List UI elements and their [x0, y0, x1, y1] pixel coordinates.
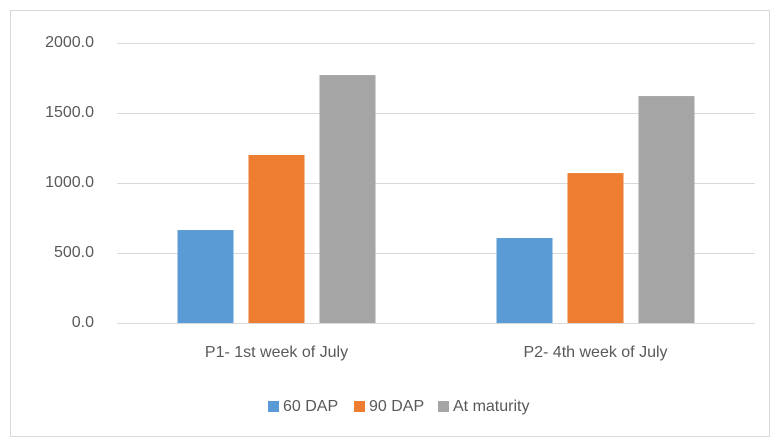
legend-label: 60 DAP — [283, 398, 338, 415]
bar — [496, 238, 553, 323]
legend-swatch — [268, 401, 279, 412]
y-tick-label: 0.0 — [72, 314, 94, 331]
legend-swatch — [354, 401, 365, 412]
bar — [638, 96, 695, 323]
legend-label: At maturity — [453, 398, 529, 415]
y-tick-label: 1000.0 — [45, 174, 94, 191]
y-tick-label: 2000.0 — [45, 34, 94, 51]
bar — [248, 155, 305, 323]
legend-swatch — [438, 401, 449, 412]
y-tick-label: 500.0 — [54, 244, 94, 261]
y-tick-label: 1500.0 — [45, 104, 94, 121]
bar — [177, 230, 234, 323]
legend-label: 90 DAP — [369, 398, 424, 415]
bar — [567, 173, 624, 323]
x-tick-label: P1- 1st week of July — [205, 344, 348, 361]
x-tick-label: P2- 4th week of July — [523, 344, 667, 361]
bar — [319, 75, 376, 323]
